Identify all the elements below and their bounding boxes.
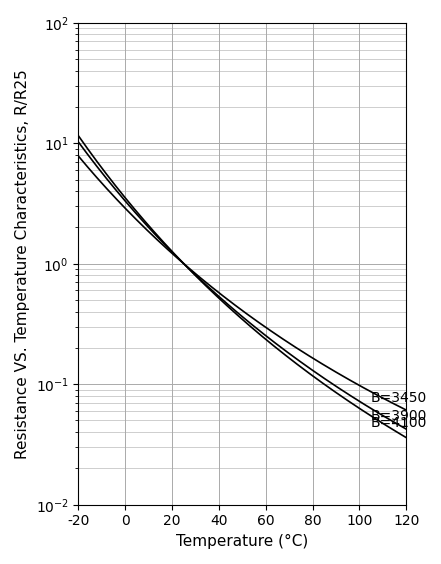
Text: B=4100: B=4100 <box>371 416 427 430</box>
Text: B=3900: B=3900 <box>371 408 427 422</box>
X-axis label: Temperature (°C): Temperature (°C) <box>176 534 308 549</box>
Y-axis label: Resistance VS. Temperature Characteristics, R/R25: Resistance VS. Temperature Characteristi… <box>15 69 30 459</box>
Text: B=3450: B=3450 <box>371 391 427 405</box>
